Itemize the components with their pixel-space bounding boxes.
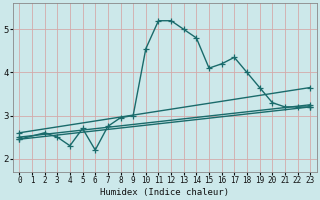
X-axis label: Humidex (Indice chaleur): Humidex (Indice chaleur) <box>100 188 229 197</box>
